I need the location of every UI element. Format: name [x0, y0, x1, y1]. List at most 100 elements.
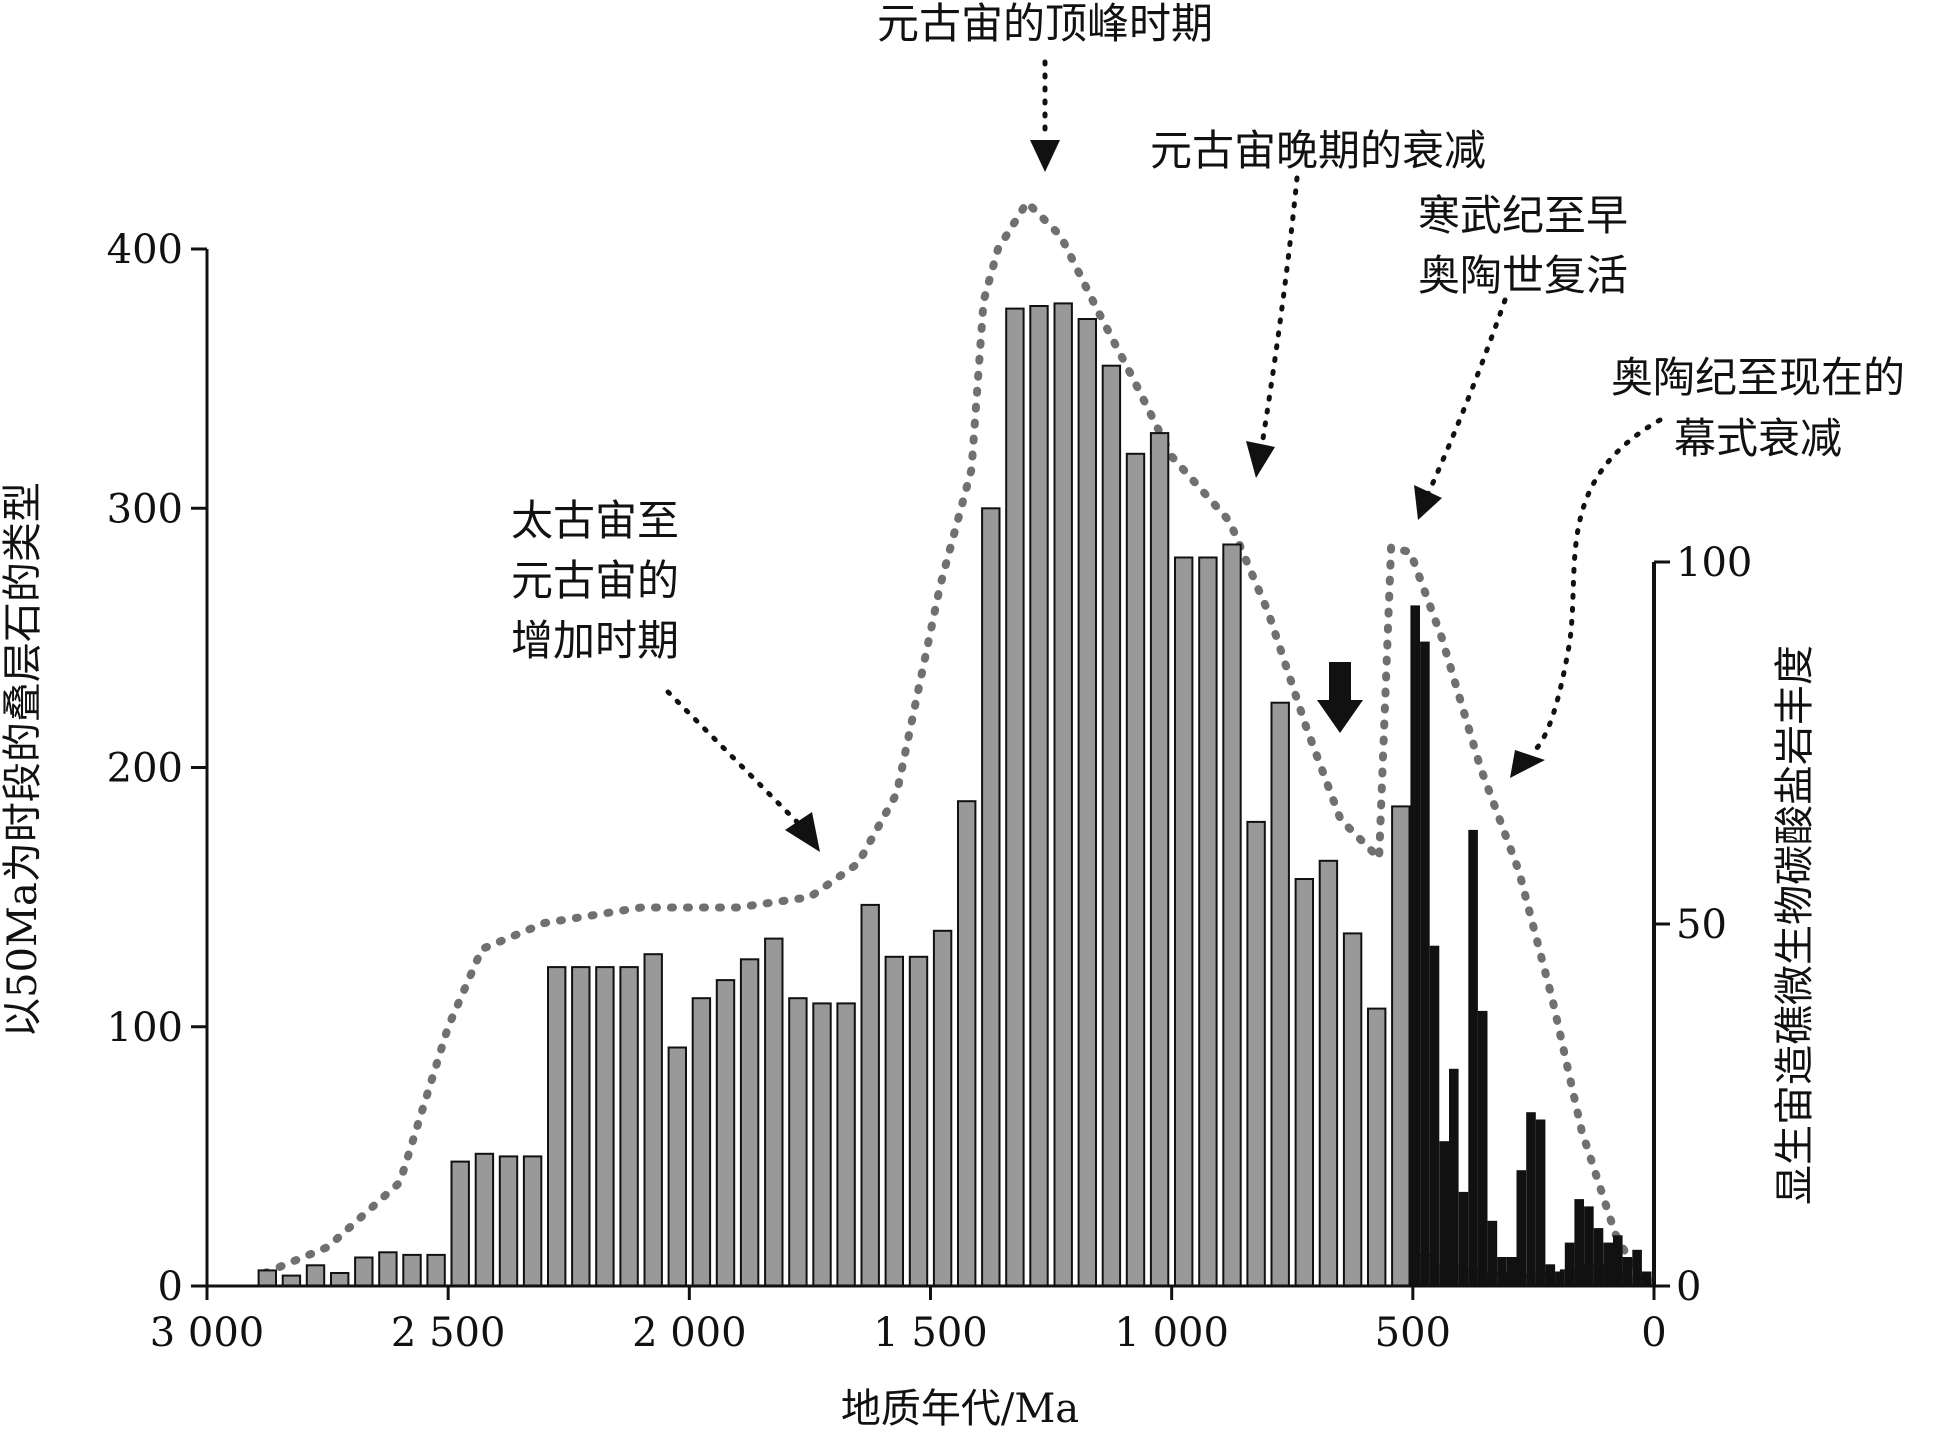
reef-abundance-bar [1506, 1257, 1517, 1286]
stromatolite-bar [1391, 805, 1411, 1288]
stromatolite-bar [257, 1269, 278, 1288]
stromatolite-bar [547, 966, 567, 1287]
y-axis-label: 以50Ma为时段的叠层石的类型 [0, 482, 46, 1038]
stromatolite-bar [957, 800, 977, 1287]
stromatolite-bar [1005, 307, 1025, 1288]
y2-tick-label: 50 [1676, 902, 1727, 948]
reef-abundance-bar [1429, 945, 1440, 1286]
x-tick-label: 2 500 [391, 1310, 506, 1356]
stromatolite-bar [595, 966, 615, 1287]
annotation-increase-line1: 太古宙至 [511, 496, 679, 545]
stromatolite-bars [257, 302, 1652, 1288]
tick-labels: 3 000 2 500 2 000 1 500 1 000 500 001002003004… [107, 227, 1753, 1356]
stromatolite-bar [836, 1002, 856, 1288]
stromatolite-bar [498, 1155, 519, 1288]
stromatolite-bar [1174, 556, 1194, 1287]
stromatolite-bar [691, 997, 712, 1287]
y-tick-label: 0 [158, 1264, 183, 1310]
arrow-neoproterozoic-drop [1317, 662, 1363, 733]
annotation-late-decline: 元古宙晚期的衰减 [1150, 126, 1486, 175]
reef-abundance-bar [1420, 641, 1430, 1286]
stromatolite-bar [643, 953, 663, 1287]
reef-abundance-bar [1477, 1010, 1488, 1286]
y-tick-label: 300 [107, 486, 183, 532]
stromatolite-bar [571, 966, 591, 1287]
stromatolite-bar [619, 966, 639, 1287]
stromatolite-bar [1149, 432, 1170, 1288]
stromatolite-bar [402, 1253, 422, 1288]
annotation-cambrian-revival-line2: 奥陶世复活 [1418, 251, 1628, 300]
reef-abundance-bar [1439, 1141, 1449, 1286]
arrowhead-cambrian-revival [1414, 485, 1442, 520]
stromatolite-bar [450, 1160, 470, 1287]
stromatolite-bar [522, 1155, 543, 1288]
stromatolite-bar [281, 1274, 302, 1287]
stromatolite-bar [860, 903, 880, 1288]
stromatolite-bar [1077, 318, 1097, 1287]
stromatolite-bar [354, 1256, 374, 1287]
reef-abundance-bar [1535, 1119, 1546, 1286]
stromatolite-bar [1198, 556, 1218, 1287]
annotation-peak: 元古宙的顶峰时期 [877, 0, 1213, 48]
stromatolite-bar [1318, 859, 1339, 1287]
reef-abundance-bar [1641, 1271, 1652, 1286]
y-tick-label: 200 [107, 746, 183, 792]
reef-abundance-bar [1487, 1220, 1498, 1286]
reef-abundance-bar [1584, 1206, 1594, 1286]
stromatolite-bar [1222, 543, 1242, 1287]
pointer-cambrian-revival [1425, 297, 1508, 497]
stromatolite-bar [330, 1272, 350, 1287]
y-tick-label: 100 [107, 1005, 183, 1051]
pointer-ordovician-decline [1532, 417, 1663, 753]
reef-abundance-bar [1632, 1249, 1642, 1286]
x-tick-label: 2 000 [632, 1310, 747, 1356]
reef-abundance-bar [1526, 1112, 1536, 1286]
annotation-increase-line3: 增加时期 [511, 616, 679, 665]
annotation-pointers [665, 59, 1663, 828]
x-tick-label: 500 [1375, 1310, 1451, 1356]
stromatolite-bar [1053, 302, 1073, 1287]
reef-abundance-bar [1545, 1264, 1556, 1286]
x-tick-label: 1 000 [1114, 1310, 1229, 1356]
reef-abundance-bar [1574, 1199, 1584, 1286]
reef-abundance-bar [1555, 1271, 1565, 1286]
pointer-late-decline [1259, 175, 1300, 448]
y2-tick-label: 100 [1676, 540, 1752, 586]
reef-abundance-bar [1449, 1068, 1459, 1286]
stromatolite-bar [426, 1253, 446, 1288]
reef-abundance-bar [1468, 829, 1478, 1286]
arrowheads [785, 140, 1545, 852]
stromatolite-bar [1029, 305, 1049, 1287]
axes [191, 247, 1670, 1300]
stromatolite-bar [378, 1251, 398, 1288]
stromatolite-bar [474, 1152, 495, 1288]
x-tick-label: 1 500 [873, 1310, 988, 1356]
pointer-increase [665, 689, 803, 828]
reef-abundance-bar [1613, 1235, 1623, 1286]
reef-abundance-bar [1564, 1242, 1575, 1286]
x-tick-label: 0 [1641, 1310, 1666, 1356]
reef-abundance-bars [1410, 605, 1652, 1286]
trend-line [260, 198, 1644, 1283]
stromatolite-bar [908, 955, 929, 1287]
arrowhead-peak [1030, 140, 1060, 172]
annotation-cambrian-revival-line1: 寒武纪至早 [1418, 191, 1628, 240]
stromatolite-bar [1270, 701, 1290, 1287]
stromatolite-bar [739, 958, 760, 1287]
trend-line-layer [260, 198, 1644, 1283]
annotation-ordovician-decline-line1: 奥陶纪至现在的 [1611, 353, 1905, 402]
reef-abundance-bar [1410, 605, 1420, 1286]
stromatolite-bar [764, 937, 784, 1287]
annotation-ordovician-decline-line2: 幕式衰减 [1674, 414, 1842, 463]
stromatolite-bar [305, 1264, 326, 1288]
reef-abundance-bar [1497, 1257, 1507, 1286]
stromatolite-bar [715, 979, 736, 1287]
x-tick-label: 3 000 [150, 1310, 265, 1356]
reef-abundance-bar [1603, 1242, 1613, 1286]
stromatolite-bar [812, 1002, 832, 1288]
stromatolite-bar [1246, 820, 1266, 1288]
stromatolite-bar [932, 929, 953, 1287]
stromatolite-bar [981, 507, 1001, 1288]
stromatolite-bar [1294, 878, 1314, 1287]
